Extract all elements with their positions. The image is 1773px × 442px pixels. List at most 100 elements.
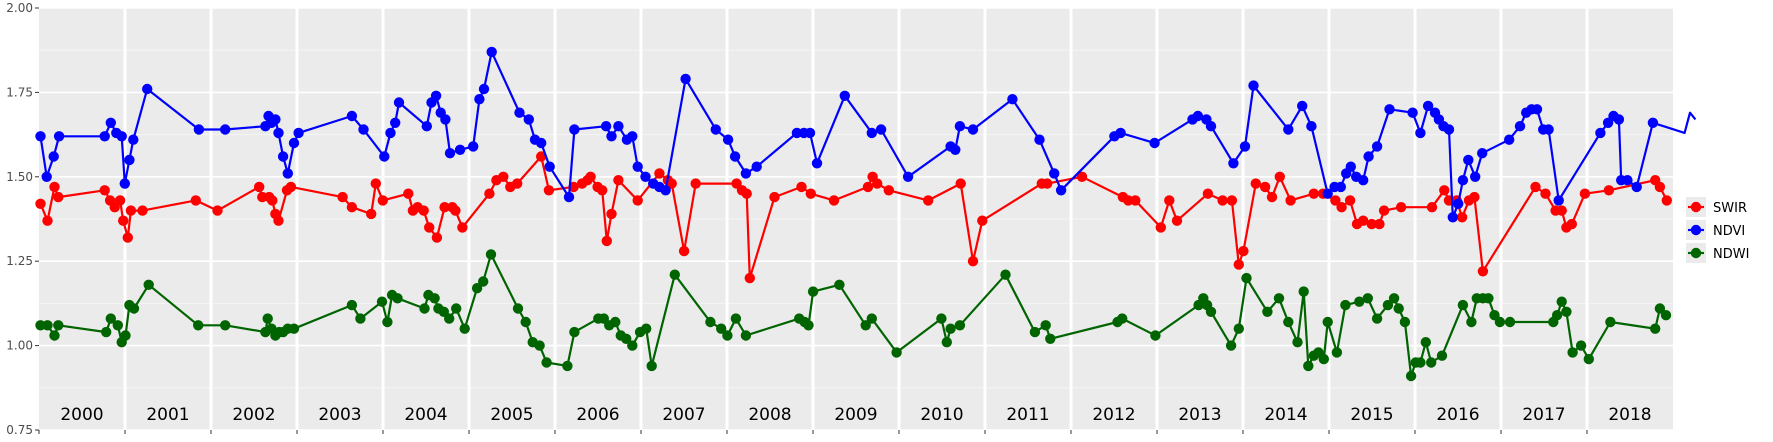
data-point-swir xyxy=(536,151,547,162)
data-point-ndvi xyxy=(468,141,479,152)
data-point-ndvi xyxy=(486,46,497,58)
data-point-ndvi xyxy=(99,131,110,142)
data-point-ndvi xyxy=(1543,124,1554,135)
data-point-swir xyxy=(967,256,979,267)
data-point-swir xyxy=(597,185,608,196)
data-point-swir xyxy=(377,195,388,206)
data-point-ndwi xyxy=(646,360,657,372)
data-point-swir xyxy=(666,178,677,189)
data-point-ndwi xyxy=(355,313,366,324)
data-point-ndvi xyxy=(142,83,153,95)
data-point-ndvi xyxy=(53,131,65,142)
data-point-swir xyxy=(457,222,468,233)
data-point-ndvi xyxy=(1248,80,1259,91)
data-point-ndvi xyxy=(1322,188,1333,199)
data-point-ndwi xyxy=(1504,316,1516,328)
data-point-ndvi xyxy=(875,124,887,135)
data-point-ndwi xyxy=(1393,303,1404,314)
data-point-ndvi xyxy=(105,117,117,128)
data-point-ndwi xyxy=(459,323,470,334)
data-point-swir xyxy=(613,175,624,186)
data-point-ndwi xyxy=(1117,313,1128,324)
data-point-swir xyxy=(35,198,46,209)
data-point-ndwi xyxy=(1150,330,1161,341)
data-point-ndvi xyxy=(729,151,741,162)
data-point-ndvi xyxy=(1297,100,1308,112)
legend-item-ndwi: NDWI xyxy=(1686,243,1749,263)
data-point-ndvi xyxy=(811,158,823,169)
data-point-ndwi xyxy=(1660,310,1672,321)
data-point-ndvi xyxy=(1595,127,1606,139)
data-point-ndvi xyxy=(273,127,284,139)
data-point-ndvi xyxy=(474,94,485,105)
data-point-swir xyxy=(977,215,988,226)
series-layer xyxy=(35,46,1697,382)
year-label: 2015 xyxy=(1350,405,1393,425)
data-point-ndwi xyxy=(1575,340,1587,351)
data-point-ndvi xyxy=(1049,168,1060,179)
data-point-ndwi xyxy=(1225,340,1237,351)
data-point-ndvi xyxy=(116,131,127,142)
data-point-ndvi xyxy=(454,144,466,155)
data-point-ndvi xyxy=(1335,181,1347,193)
data-point-swir xyxy=(1202,188,1214,199)
y-tick-label: 2.00 xyxy=(6,1,33,15)
data-point-ndvi xyxy=(902,171,914,182)
data-point-ndwi xyxy=(834,279,845,290)
legend-label: NDWI xyxy=(1713,247,1749,262)
series-ndvi xyxy=(35,46,1697,223)
data-point-swir xyxy=(1130,195,1141,206)
data-point-ndwi xyxy=(1292,337,1303,348)
year-label: 2001 xyxy=(146,405,189,425)
data-point-ndvi xyxy=(1470,171,1481,182)
year-label: 2002 xyxy=(232,405,275,425)
y-tick-label: 1.75 xyxy=(6,85,33,99)
year-label: 2014 xyxy=(1264,405,1307,425)
year-labels: 2000 2001 2002 2003 2004 2005 2006 2007 2008 2009… xyxy=(60,405,1651,425)
data-point-ndvi xyxy=(1345,161,1357,172)
data-point-swir xyxy=(99,185,110,196)
data-point-ndvi xyxy=(1363,151,1374,162)
data-point-ndvi xyxy=(680,73,691,85)
data-point-ndvi xyxy=(119,178,130,189)
data-point-swir xyxy=(1217,195,1228,206)
data-point-swir xyxy=(1456,212,1468,223)
data-point-ndvi xyxy=(1477,148,1488,159)
data-point-ndvi xyxy=(544,161,555,172)
data-point-ndvi xyxy=(1631,181,1642,193)
data-point-ndwi xyxy=(101,326,112,338)
data-point-swir xyxy=(543,185,555,196)
data-point-ndvi xyxy=(1613,114,1625,125)
data-point-ndvi xyxy=(1457,175,1469,186)
data-point-ndvi xyxy=(600,121,612,132)
data-point-ndvi xyxy=(1407,107,1418,118)
data-point-swir xyxy=(606,208,617,220)
data-point-swir xyxy=(418,205,429,216)
year-label: 2008 xyxy=(748,405,791,425)
data-point-swir xyxy=(923,195,934,206)
data-point-ndvi xyxy=(128,134,139,145)
data-point-ndwi xyxy=(1561,306,1572,317)
data-point-swir xyxy=(744,272,755,284)
x-axis xyxy=(38,430,1588,434)
data-point-ndwi xyxy=(541,357,552,368)
data-point-swir xyxy=(1266,191,1278,203)
data-point-swir xyxy=(1250,178,1262,189)
data-point-ndwi xyxy=(562,360,573,372)
data-point-ndvi xyxy=(444,148,456,159)
data-point-ndvi xyxy=(606,131,617,142)
data-point-ndwi xyxy=(722,330,733,341)
data-point-ndwi xyxy=(1000,269,1011,280)
data-point-swir xyxy=(1042,178,1053,189)
data-point-ndvi xyxy=(41,171,52,182)
data-point-swir xyxy=(431,232,443,243)
data-point-swir xyxy=(769,191,780,203)
data-point-ndwi xyxy=(1283,316,1294,328)
data-point-ndwi xyxy=(1241,272,1252,284)
data-point-ndwi xyxy=(1399,316,1411,328)
data-point-ndwi xyxy=(1466,316,1477,328)
data-point-ndwi xyxy=(610,316,621,328)
data-point-swir xyxy=(1477,266,1489,277)
data-point-ndvi xyxy=(478,83,490,95)
year-label: 2013 xyxy=(1178,405,1221,425)
